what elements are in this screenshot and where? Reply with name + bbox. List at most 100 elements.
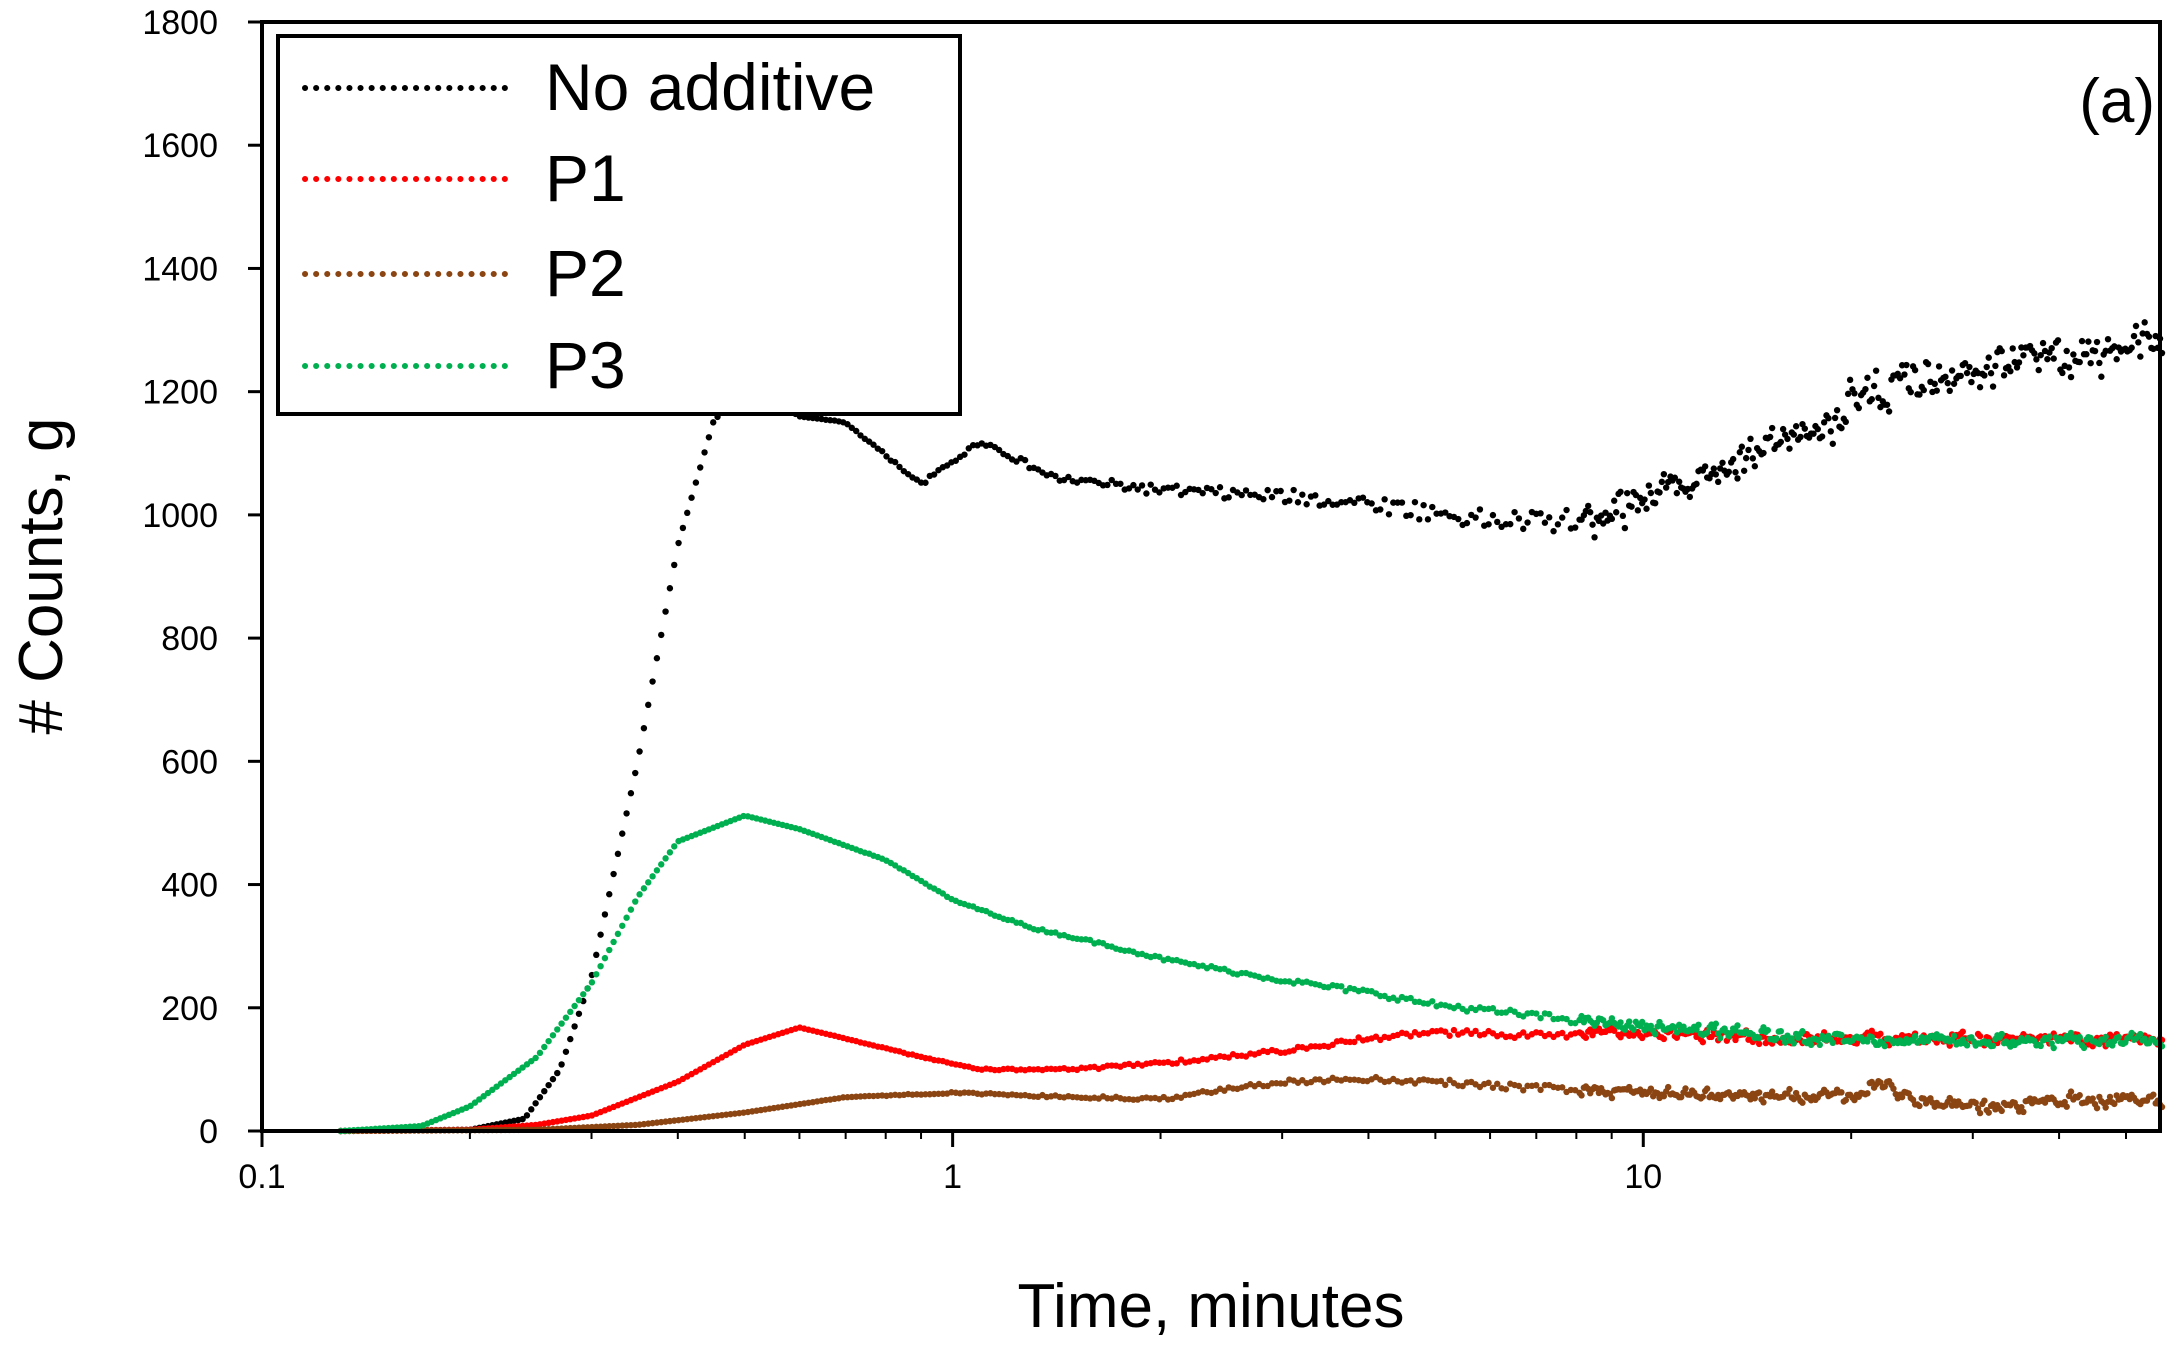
data-point bbox=[1916, 391, 1923, 398]
data-point bbox=[878, 447, 886, 455]
data-point bbox=[1286, 497, 1293, 504]
data-point bbox=[2130, 332, 2138, 340]
data-point bbox=[1831, 414, 1839, 422]
data-point bbox=[2037, 1042, 2044, 1050]
data-point bbox=[1768, 424, 1776, 432]
data-point bbox=[1701, 463, 1709, 470]
data-point bbox=[1883, 401, 1891, 408]
data-point bbox=[1277, 487, 1284, 495]
data-point bbox=[1729, 455, 1737, 463]
data-point bbox=[1911, 1032, 1919, 1040]
data-point bbox=[1948, 367, 1956, 374]
data-point bbox=[1407, 1033, 1414, 1040]
data-point bbox=[1662, 484, 1670, 491]
data-point bbox=[614, 850, 622, 858]
data-point bbox=[1281, 1080, 1289, 1087]
data-point bbox=[692, 479, 700, 486]
data-point bbox=[2091, 347, 2099, 355]
data-point bbox=[2102, 1033, 2109, 1041]
data-point bbox=[1673, 489, 1681, 497]
data-point bbox=[1013, 458, 1020, 465]
data-point bbox=[2046, 1033, 2053, 1040]
data-point bbox=[1931, 380, 1938, 388]
data-point bbox=[619, 830, 626, 837]
data-point bbox=[2039, 339, 2047, 347]
y-tick-label: 600 bbox=[161, 743, 218, 781]
data-point bbox=[1108, 476, 1115, 484]
data-point bbox=[1619, 512, 1627, 520]
data-point bbox=[1494, 518, 1501, 526]
data-point bbox=[1446, 1076, 1453, 1084]
data-point bbox=[1846, 376, 1854, 384]
data-point bbox=[2145, 333, 2153, 340]
data-point bbox=[1734, 475, 1741, 482]
data-point bbox=[1591, 534, 1598, 541]
data-point bbox=[1442, 509, 1449, 516]
data-point bbox=[1626, 1018, 1633, 1025]
data-point bbox=[1736, 449, 1744, 456]
data-point bbox=[1901, 371, 1908, 378]
data-point bbox=[1173, 482, 1180, 489]
data-point bbox=[1507, 520, 1514, 528]
data-point bbox=[636, 891, 643, 898]
data-point bbox=[584, 985, 591, 992]
data-point bbox=[1147, 481, 1154, 488]
data-point bbox=[1745, 446, 1752, 454]
data-point bbox=[1742, 454, 1750, 462]
data-point bbox=[1807, 1041, 1815, 1049]
panel-label: (a) bbox=[2079, 67, 2155, 136]
data-point bbox=[606, 891, 613, 898]
data-point bbox=[549, 1075, 557, 1083]
x-tick-label: 0.1 bbox=[238, 1158, 285, 1196]
data-point bbox=[2087, 359, 2094, 367]
data-point bbox=[1747, 435, 1754, 443]
data-point bbox=[1872, 367, 1880, 374]
data-point bbox=[649, 873, 656, 880]
data-point bbox=[1768, 1088, 1776, 1095]
data-point bbox=[2037, 351, 2044, 359]
data-point bbox=[588, 979, 596, 986]
data-point bbox=[1838, 1031, 1845, 1039]
legend-label-p2: P2 bbox=[545, 236, 626, 310]
data-point bbox=[571, 1002, 578, 1010]
data-point bbox=[1450, 1026, 1458, 1034]
data-point bbox=[1738, 443, 1746, 450]
data-point bbox=[1801, 425, 1809, 432]
data-point bbox=[1818, 433, 1826, 440]
y-tick-label: 200 bbox=[161, 990, 218, 1028]
data-point bbox=[2050, 1044, 2057, 1052]
data-point bbox=[1290, 1047, 1297, 1054]
data-point bbox=[1933, 387, 1940, 394]
data-point bbox=[2111, 1100, 2118, 1108]
data-point bbox=[1455, 515, 1462, 523]
x-axis-title: Time, minutes bbox=[1017, 1272, 1404, 1341]
data-point bbox=[1515, 1082, 1523, 1090]
data-point bbox=[567, 1008, 574, 1016]
data-point bbox=[523, 1112, 531, 1119]
data-point bbox=[1617, 1019, 1624, 1026]
data-point bbox=[601, 911, 609, 918]
data-point bbox=[1208, 486, 1215, 493]
data-point bbox=[1766, 433, 1774, 441]
data-point bbox=[562, 1014, 570, 1021]
data-point bbox=[1156, 489, 1163, 496]
data-point bbox=[1851, 1096, 1858, 1104]
data-point bbox=[2150, 1091, 2157, 1098]
data-point bbox=[1981, 1097, 1988, 1104]
data-point bbox=[1664, 1083, 1672, 1091]
data-point bbox=[1424, 516, 1432, 523]
data-point bbox=[1660, 1035, 1668, 1043]
data-point bbox=[653, 655, 661, 662]
data-point bbox=[1394, 997, 1401, 1004]
data-point bbox=[2098, 373, 2105, 380]
data-point bbox=[571, 1023, 578, 1030]
data-point bbox=[1533, 1082, 1540, 1089]
data-point bbox=[1489, 511, 1497, 519]
data-point bbox=[2031, 350, 2038, 357]
data-point bbox=[1524, 519, 1531, 526]
data-point bbox=[1959, 1028, 1966, 1035]
data-point bbox=[1312, 492, 1319, 499]
data-point bbox=[1950, 1032, 1958, 1040]
data-point bbox=[562, 1048, 570, 1055]
data-point bbox=[1911, 366, 1919, 374]
